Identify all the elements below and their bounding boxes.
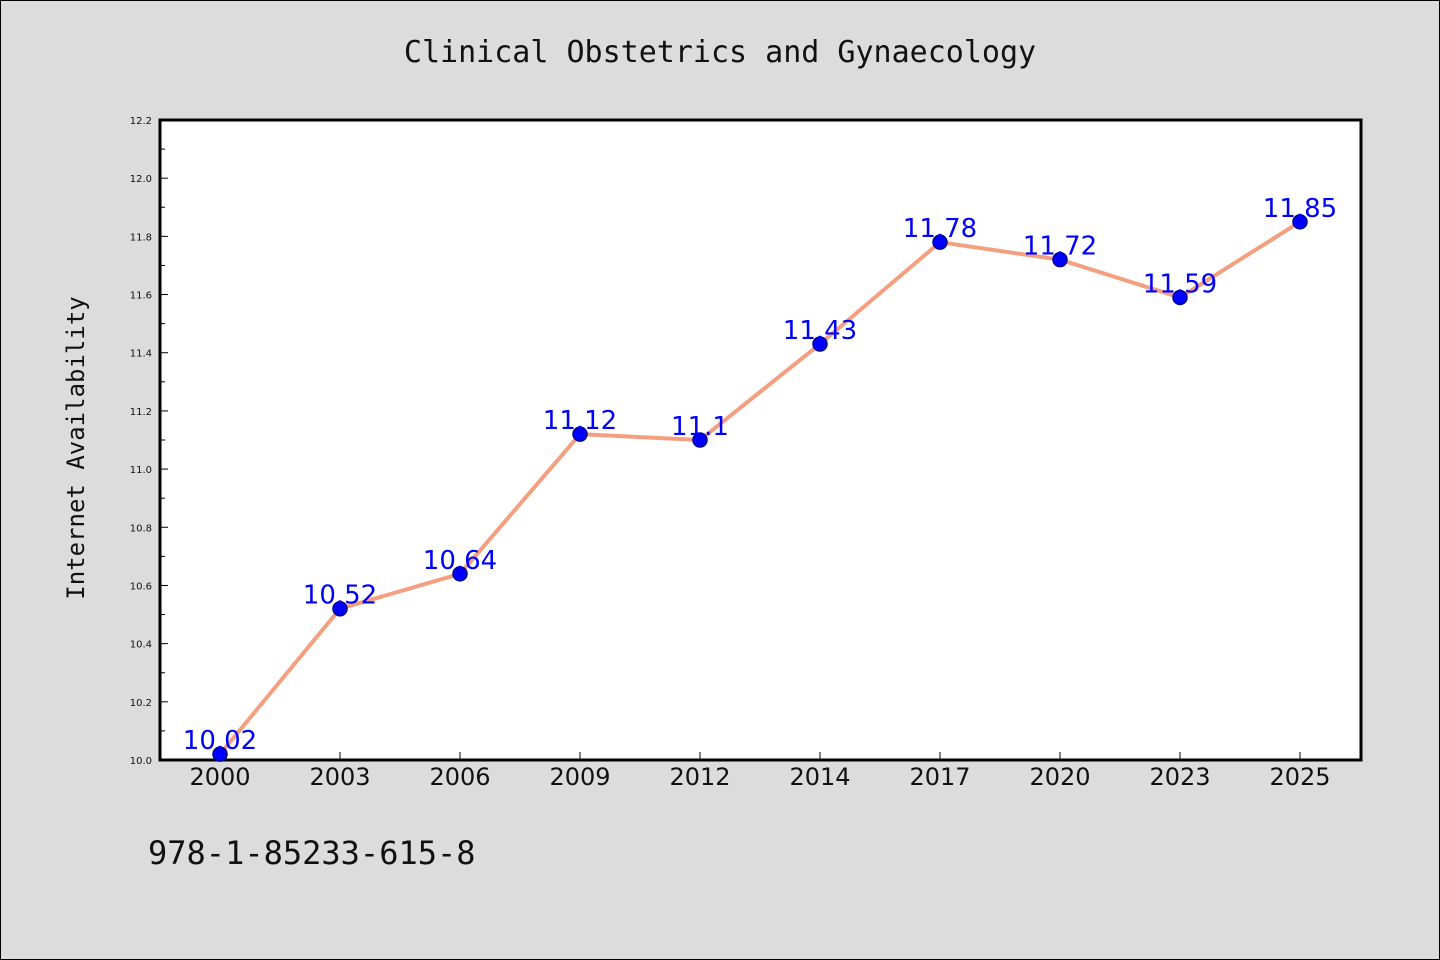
y-tick-label: 10.2 — [130, 698, 152, 709]
y-tick-label: 12.0 — [130, 174, 152, 185]
y-tick-label: 11.6 — [130, 291, 152, 302]
series-layer — [212, 214, 1308, 762]
x-axis: 2000 2003 2006 2009 2012 2014 2017 2020 2023 2025 — [189, 752, 1331, 791]
data-point-marker — [1052, 251, 1068, 268]
plot-area — [158, 118, 1363, 762]
data-value-label: 11.72 — [1023, 232, 1097, 262]
y-tick-label: 11.4 — [130, 349, 152, 360]
x-tick-label: 2003 — [309, 763, 370, 791]
data-value-label: 11.12 — [543, 406, 617, 436]
data-point-marker — [932, 234, 948, 250]
x-tick-label: 2020 — [1029, 763, 1090, 791]
x-tick-label: 2012 — [669, 763, 730, 791]
y-tick-label: 10.4 — [130, 640, 152, 651]
y-tick-label: 10.0 — [130, 756, 152, 767]
data-value-label: 10.64 — [423, 546, 497, 576]
chart-title: Clinical Obstetrics and Gynaecology — [404, 35, 1036, 70]
data-value-label: 11.43 — [783, 316, 857, 346]
data-point-marker — [212, 746, 228, 762]
y-axis: 10.0 10.2 10.4 10.6 10.8 11.0 11.2 11.4 11.6 11.8… — [130, 116, 168, 767]
x-tick-label: 2017 — [909, 763, 970, 791]
data-value-label: 10.02 — [183, 726, 257, 756]
x-tick-label: 2006 — [429, 763, 490, 791]
data-value-label: 11.78 — [903, 214, 977, 244]
data-point-marker — [332, 600, 348, 617]
data-point-marker — [1292, 214, 1308, 230]
y-axis-label: Internet Availability — [62, 296, 90, 599]
series-line — [218, 220, 1302, 756]
data-point-marker — [1172, 289, 1188, 306]
data-value-label: 10.52 — [303, 581, 377, 611]
x-tick-label: 2000 — [189, 763, 250, 791]
data-point-marker — [572, 426, 588, 442]
data-value-label: 11.85 — [1263, 194, 1337, 224]
y-tick-label: 11.8 — [130, 232, 152, 243]
x-tick-label: 2009 — [549, 763, 610, 791]
data-value-label: 11.1 — [671, 412, 729, 442]
y-tick-label: 12.2 — [130, 116, 152, 127]
x-tick-label: 2014 — [789, 763, 850, 791]
data-point-marker — [452, 566, 468, 582]
data-labels-layer: 10.02 10.52 10.64 11.12 11.1 11.43 11.78 11.72 1… — [183, 194, 1337, 756]
y-tick-label: 10.6 — [130, 581, 152, 592]
y-tick-label: 10.8 — [130, 523, 152, 534]
data-point-marker — [812, 336, 828, 352]
y-tick-label: 11.2 — [130, 407, 152, 418]
data-point-marker — [692, 432, 708, 448]
data-value-label: 11.59 — [1143, 269, 1217, 299]
x-tick-label: 2023 — [1149, 763, 1210, 791]
y-tick-label: 11.0 — [130, 465, 152, 476]
isbn-footnote: 978-1-85233-615-8 — [148, 834, 476, 872]
x-tick-label: 2025 — [1269, 763, 1330, 791]
